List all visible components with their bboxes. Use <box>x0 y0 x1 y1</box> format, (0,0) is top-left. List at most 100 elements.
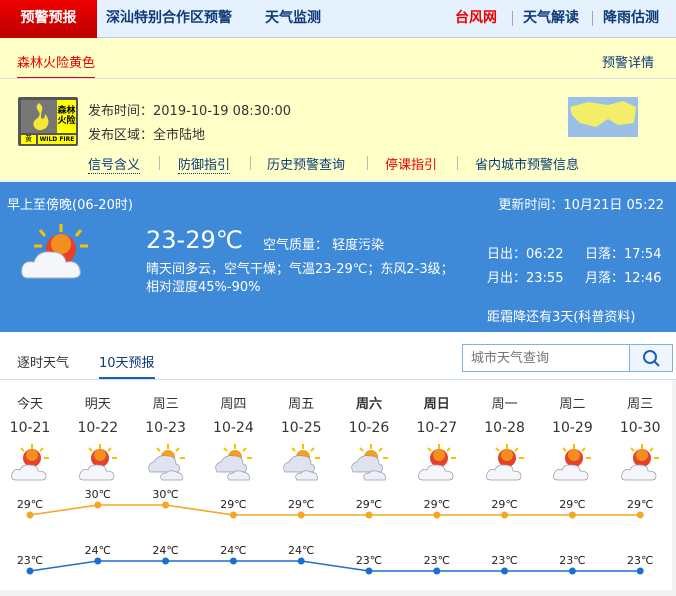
top-nav: 预警预报 深汕特别合作区预警 天气监测 台风网 天气解读 降雨估测 <box>0 0 676 38</box>
weather-description: 晴天间多云，空气干燥；气温23-29℃；东风2-3级； <box>146 262 454 277</box>
low-temp-label: 23℃ <box>17 554 43 567</box>
weekday-label: 周五 <box>288 397 315 412</box>
weekday-label: 周四 <box>220 397 247 412</box>
cloudy-icon <box>132 442 200 482</box>
low-temp-label: 24℃ <box>85 544 111 557</box>
period: 早上至傍晚(06-20时) <box>7 198 133 213</box>
warning-links: 信号含义 防御指引 历史预警查询 停课指引 省内城市预警信息 <box>88 154 648 174</box>
warning-map-thumbnail[interactable] <box>568 97 638 137</box>
date-label: 10-24 <box>213 420 254 436</box>
divider <box>0 78 676 79</box>
sunset: 日落：17:54 <box>585 247 662 262</box>
search-button[interactable] <box>629 345 672 371</box>
ten-day-forecast: 29℃ 30℃ 30℃ 29℃ 29℃ 29℃ 29℃ 29℃ 29℃ 29℃ 23℃ 24℃ 24℃ 2… <box>0 380 672 590</box>
high-temp-label: 29℃ <box>356 498 382 511</box>
partly-cloudy-icon <box>471 442 539 482</box>
link-defense-guide[interactable]: 防御指引 <box>178 154 231 174</box>
weekday-label: 周六 <box>355 397 382 412</box>
moonrise: 月出：23:55 <box>487 271 564 286</box>
low-temp-label: 24℃ <box>288 544 314 557</box>
nav-shenshan-warning[interactable]: 深汕特别合作区预警 <box>106 10 232 26</box>
city-search-input[interactable] <box>463 345 629 371</box>
low-temp-point <box>26 567 34 575</box>
high-temp-label: 29℃ <box>424 498 450 511</box>
update-time: 更新时间：10月21日 05:22 <box>498 198 664 213</box>
air-quality: 空气质量： 轻度污染 <box>263 238 385 253</box>
low-temp-label: 23℃ <box>424 554 450 567</box>
high-temp-point <box>501 511 509 519</box>
warning-panel: 森林火险黄色 预警详情 森林火险 黄 WILD FIRE 发布时间：2019-1… <box>0 38 676 180</box>
high-temp-label: 30℃ <box>152 488 178 501</box>
high-temp-point <box>26 511 34 519</box>
date-label: 10-30 <box>619 420 661 436</box>
city-search <box>462 344 673 372</box>
high-temp-label: 29℃ <box>220 498 246 511</box>
high-temp-label: 29℃ <box>559 498 585 511</box>
forest-fire-warning-icon: 森林火险 黄 WILD FIRE <box>18 97 78 146</box>
high-temp-point <box>568 511 576 519</box>
high-temp-point <box>94 501 102 509</box>
nav-typhoon[interactable]: 台风网 <box>455 10 497 26</box>
low-temp-label: 23℃ <box>627 554 653 567</box>
low-temp-label: 23℃ <box>559 554 585 567</box>
high-temp-point <box>365 511 373 519</box>
weekday-label: 周一 <box>491 397 518 412</box>
link-province-warnings[interactable]: 省内城市预警信息 <box>475 158 580 173</box>
warning-detail-link[interactable]: 预警详情 <box>601 56 654 71</box>
partly-cloudy-icon <box>606 442 674 482</box>
low-temp-label: 24℃ <box>220 544 246 557</box>
cloudy-icon <box>267 442 335 482</box>
nav-weather-monitor[interactable]: 天气监测 <box>265 10 321 26</box>
partly-cloudy-icon <box>538 442 606 482</box>
link-signal-meaning[interactable]: 信号含义 <box>88 154 141 174</box>
low-temp-label: 24℃ <box>152 544 178 557</box>
date-label: 10-22 <box>77 420 119 436</box>
weekday-label: 周三 <box>627 397 654 412</box>
tab-hourly[interactable]: 逐时天气 <box>17 356 70 371</box>
low-temp-point <box>568 567 576 575</box>
date-label: 10-27 <box>416 420 458 436</box>
partly-cloudy-icon <box>0 442 64 482</box>
high-temp-label: 29℃ <box>288 498 314 511</box>
link-class-suspension[interactable]: 停课指引 <box>385 158 438 173</box>
date-label: 10-28 <box>484 420 525 436</box>
high-temp-point <box>433 511 441 519</box>
low-temp-point <box>162 557 170 565</box>
weekday-label: 周日 <box>423 397 450 412</box>
high-temp-label: 29℃ <box>491 498 517 511</box>
nav-rainfall-estimate[interactable]: 降雨估测 <box>603 10 659 26</box>
date-label: 10-25 <box>280 420 322 436</box>
humidity: 相对湿度45%-90% <box>146 280 261 295</box>
low-temp-label: 23℃ <box>491 554 517 567</box>
temperature-range: 23-29℃ <box>146 226 243 254</box>
tab-10-day[interactable]: 10天预报 <box>99 352 155 379</box>
link-history-query[interactable]: 历史预警查询 <box>267 158 346 173</box>
high-temp-point <box>297 511 305 519</box>
solar-term-link[interactable]: 距霜降还有3天(科普资料) <box>487 310 636 325</box>
low-temp-point <box>229 557 237 565</box>
issue-time: 发布时间：2019-10-19 08:30:00 <box>88 104 292 119</box>
partly-cloudy-icon <box>64 442 132 482</box>
low-temp-line <box>29 560 641 572</box>
low-temp-point <box>365 567 373 575</box>
search-icon <box>643 350 660 367</box>
high-temp-label: 30℃ <box>85 488 111 501</box>
weekday-label: 周三 <box>152 397 179 412</box>
divider <box>512 11 513 26</box>
low-temp-label: 23℃ <box>356 554 382 567</box>
date-label: 10-23 <box>145 420 186 436</box>
date-label: 10-21 <box>9 420 51 436</box>
high-temp-line <box>29 504 641 516</box>
weekday-label: 明天 <box>84 397 111 412</box>
nav-weather-analysis[interactable]: 天气解读 <box>523 10 579 26</box>
date-label: 10-26 <box>348 420 390 436</box>
high-temp-point <box>229 511 237 519</box>
nav-warning-forecast[interactable]: 预警预报 <box>0 0 97 38</box>
high-temp-label: 29℃ <box>17 498 43 511</box>
tab-forest-fire-yellow[interactable]: 森林火险黄色 <box>17 52 96 79</box>
weekday-label: 周二 <box>559 397 586 412</box>
weekday-label: 今天 <box>16 397 43 412</box>
low-temp-point <box>297 557 305 565</box>
high-temp-point <box>162 501 170 509</box>
high-temp-label: 29℃ <box>627 498 653 511</box>
